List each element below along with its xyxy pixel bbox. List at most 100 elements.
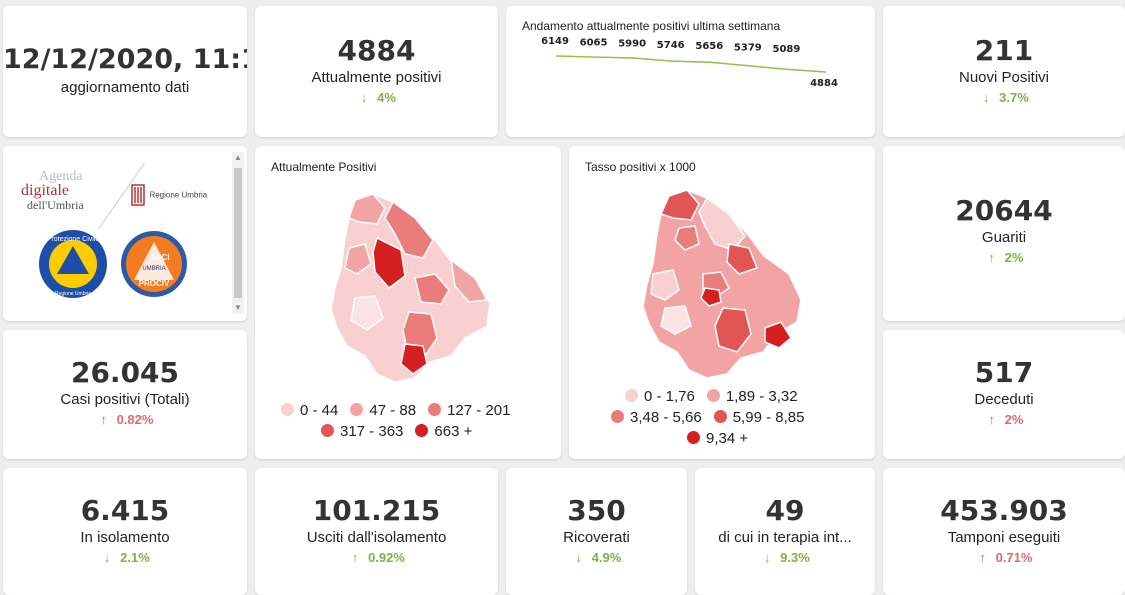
guariti-label: Guariti — [981, 229, 1027, 246]
scroll-up-icon[interactable]: ▲ — [234, 153, 242, 162]
legend-item: 3,48 - 5,66 — [611, 409, 702, 426]
legend-item: 0 - 44 — [281, 402, 338, 419]
arrow-down-icon: ↓ — [763, 550, 771, 565]
terapia-change: ↓ 9.3% — [695, 550, 875, 565]
deceduti-change: ↑ 2% — [883, 412, 1125, 427]
attualmente-positivi-change: ↓ 4% — [255, 90, 498, 105]
map-positivi-card: Attualmente Positivi 0 - 44 47 - 88 127 - … — [255, 146, 561, 459]
guariti-change: ↑ 2% — [883, 250, 1125, 265]
agenda-line2: digitale — [21, 182, 69, 199]
legend-label: 47 - 88 — [369, 402, 417, 419]
ricoverati-value: 350 — [567, 494, 626, 527]
deceduti-value: 517 — [974, 356, 1034, 389]
update-label: aggiornamento dati — [60, 79, 190, 96]
attualmente-positivi-value: 4884 — [337, 34, 416, 67]
legend-swatch — [281, 403, 294, 416]
legend-label: 0 - 1,76 — [644, 388, 695, 405]
legend-label: 663 + — [434, 423, 473, 440]
change-value: 2% — [1004, 250, 1024, 265]
scrollbar-thumb[interactable] — [234, 168, 242, 298]
change-value: 0.71% — [995, 550, 1033, 565]
legend-swatch — [350, 403, 364, 416]
legend-item: 1,89 - 3,32 — [706, 388, 798, 405]
arrow-down-icon: ↓ — [982, 90, 990, 105]
legend-item: 663 + — [415, 423, 472, 440]
terapia-value: 49 — [765, 494, 805, 527]
scroll-down-icon[interactable]: ▼ — [234, 303, 242, 312]
guariti-value: 20644 — [955, 194, 1053, 227]
umbria-map-positivi[interactable] — [255, 178, 561, 428]
legend-label: 9,34 + — [706, 430, 749, 447]
sparkline-card: Andamento attualmente positivi ultima se… — [506, 6, 875, 137]
isolamento-change: ↓ 2.1% — [3, 550, 247, 565]
agenda-digitale-logo: Agenda digitale dell'Umbria — [17, 169, 107, 213]
arrow-up-icon: ↑ — [988, 250, 995, 265]
change-value: 3.7% — [999, 90, 1029, 105]
legend-label: 3,48 - 5,66 — [630, 409, 702, 426]
nuovi-positivi-value: 211 — [974, 34, 1034, 67]
protezione-sub-text: Regione Umbria — [55, 291, 91, 297]
legend-item: 317 - 363 — [321, 423, 403, 440]
sparkline-value-label: 5990 — [618, 39, 646, 50]
sparkline-value-label: 5746 — [657, 40, 685, 51]
legend-label: 1,89 - 3,32 — [725, 388, 798, 405]
isolamento-value: 6.415 — [80, 494, 170, 527]
legend-label: 5,99 - 8,85 — [732, 409, 805, 426]
legend-item: 9,34 + — [687, 430, 748, 447]
sparkline-line — [555, 55, 827, 73]
legend-swatch — [415, 424, 429, 437]
terapia-label: di cui in terapia int... — [718, 529, 852, 546]
legend-swatch — [713, 410, 727, 423]
arrow-up-icon: ↑ — [979, 550, 986, 565]
protezione-civile-logo: Protezione Civile Regione Umbria — [39, 230, 107, 298]
change-value: 4.9% — [591, 550, 622, 565]
protezione-civile-text: Protezione Civile — [47, 236, 100, 243]
ricoverati-label: Ricoverati — [563, 529, 630, 546]
regione-umbria-logo: Regione Umbria — [131, 184, 207, 206]
ricoverati-change: ↓ 4.9% — [506, 550, 687, 565]
nuovi-positivi-change: ↓ 3.7% — [883, 90, 1125, 105]
update-datetime: 12/12/2020, 11:18 — [3, 44, 247, 75]
map-positivi-legend: 0 - 44 47 - 88 127 - 201 317 - 363 663 + — [281, 402, 551, 440]
tamponi-value: 453.903 — [940, 494, 1068, 527]
agenda-line1: Agenda — [39, 169, 83, 184]
sparkline-value-label: 5379 — [734, 43, 762, 54]
sparkline-value-label: 5656 — [695, 41, 723, 52]
isolamento-card: 6.415 In isolamento ↓ 2.1% — [3, 468, 247, 595]
legend-label: 0 - 44 — [300, 402, 339, 419]
attualmente-positivi-card: 4884 Attualmente positivi ↓ 4% — [255, 6, 498, 137]
map-tasso-card: Tasso positivi x 1000 0 - 1,76 1,89 - 3,3… — [569, 146, 875, 459]
arrow-down-icon: ↓ — [103, 550, 111, 565]
tamponi-card: 453.903 Tamponi eseguiti ↑ 0.71% — [883, 468, 1125, 595]
usciti-card: 101.215 Usciti dall'isolamento ↑ 0.92% — [255, 468, 498, 595]
sparkline-value-label: 5089 — [773, 44, 801, 55]
terapia-card: 49 di cui in terapia int... ↓ 9.3% — [695, 468, 875, 595]
legend-swatch — [706, 389, 720, 402]
legend-label: 127 - 201 — [447, 402, 511, 419]
regione-emblem-icon — [131, 184, 145, 206]
legend-item: 5,99 - 8,85 — [713, 409, 805, 426]
legend-item: 47 - 88 — [350, 402, 416, 419]
isolamento-label: In isolamento — [80, 529, 170, 546]
legend-item: 0 - 1,76 — [625, 388, 695, 405]
sparkline-value-label: 4884 — [810, 78, 838, 89]
legend-swatch — [625, 389, 638, 402]
anci-text: ANCI — [150, 253, 170, 262]
legend-swatch — [687, 431, 700, 444]
nuovi-positivi-label: Nuovi Positivi — [958, 69, 1050, 86]
attualmente-positivi-label: Attualmente positivi — [311, 69, 442, 86]
logos-scrollbar[interactable]: ▲ ▼ — [232, 152, 244, 314]
prociv-text: PROCIV — [139, 279, 170, 288]
deceduti-label: Deceduti — [974, 391, 1034, 408]
casi-totali-value: 26.045 — [70, 356, 180, 389]
arrow-down-icon: ↓ — [575, 550, 582, 565]
deceduti-card: 517 Deceduti ↑ 2% — [883, 330, 1125, 459]
legend-swatch — [611, 410, 624, 423]
sparkline-value-label: 6065 — [580, 37, 608, 48]
map-tasso-legend: 0 - 1,76 1,89 - 3,32 3,48 - 5,66 5,99 - 8,… — [611, 388, 861, 447]
arrow-up-icon: ↑ — [988, 412, 995, 427]
tamponi-label: Tamponi eseguiti — [947, 529, 1061, 546]
umbria-map-tasso[interactable] — [569, 178, 875, 428]
arrow-down-icon: ↓ — [360, 90, 368, 105]
arrow-up-icon: ↑ — [100, 412, 107, 427]
